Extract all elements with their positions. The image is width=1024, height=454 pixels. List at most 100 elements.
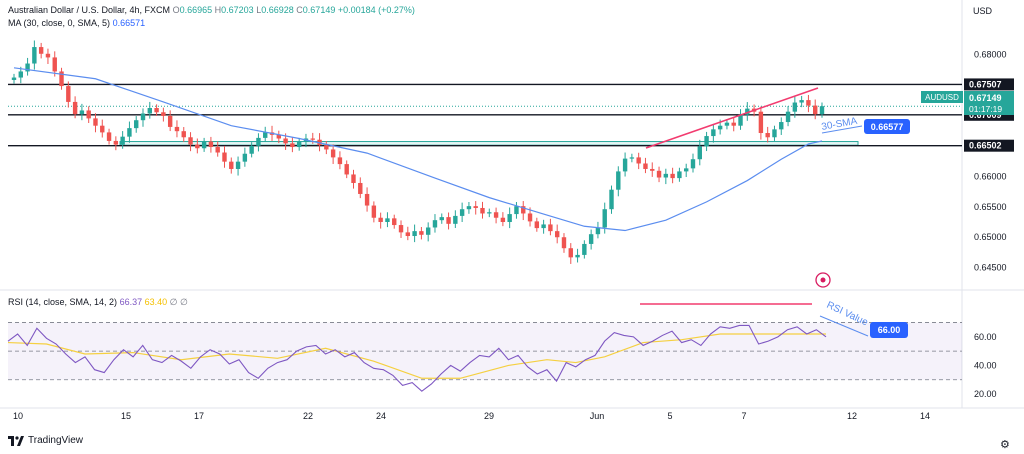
candle-body bbox=[785, 111, 791, 123]
candle-body bbox=[256, 137, 261, 146]
candle-body bbox=[432, 220, 438, 228]
candle-body bbox=[588, 234, 594, 244]
candle-body bbox=[717, 125, 723, 130]
time-tick-label: 17 bbox=[194, 411, 204, 421]
time-tick-label: 7 bbox=[741, 411, 746, 421]
candle-body bbox=[93, 118, 98, 126]
candle-body bbox=[779, 122, 784, 130]
candle-body bbox=[446, 217, 451, 224]
candle-body bbox=[554, 231, 560, 238]
candle-body bbox=[575, 254, 580, 258]
candle-body bbox=[507, 214, 512, 222]
candle-body bbox=[181, 131, 186, 138]
candle-body bbox=[772, 129, 777, 138]
sma-30-line bbox=[13, 67, 823, 232]
rsi-legend-extra: ∅ ∅ bbox=[169, 297, 188, 307]
candle-body bbox=[385, 218, 390, 222]
candle-body bbox=[283, 138, 288, 144]
ma-legend[interactable]: MA (30, close, 0, SMA, 5) 0.66571 bbox=[8, 18, 145, 28]
candle-body bbox=[72, 101, 78, 115]
candle-body bbox=[358, 182, 363, 194]
candle-body bbox=[32, 47, 37, 64]
candle-body bbox=[731, 122, 736, 126]
economic-event-icon-dot bbox=[820, 277, 826, 283]
candle-body bbox=[561, 237, 567, 249]
time-tick-label: 12 bbox=[847, 411, 857, 421]
candle-body bbox=[684, 168, 689, 172]
close-value: 0.67149 bbox=[302, 5, 336, 15]
low-value: 0.66928 bbox=[261, 5, 294, 15]
symbol-badge bbox=[921, 91, 963, 103]
candle-body bbox=[799, 100, 804, 103]
candle-body bbox=[140, 113, 146, 121]
candle-body bbox=[690, 159, 696, 169]
candle-body bbox=[629, 157, 635, 159]
candle-body bbox=[568, 248, 573, 258]
candle-body bbox=[582, 243, 587, 255]
sma-arrow bbox=[821, 125, 863, 134]
candle-body bbox=[738, 114, 743, 126]
candle-body bbox=[819, 106, 825, 115]
rsi-value-badge bbox=[870, 322, 908, 338]
time-tick-label: 24 bbox=[376, 411, 386, 421]
candle-body bbox=[167, 115, 173, 127]
candle-body bbox=[765, 133, 770, 138]
candle-body bbox=[425, 227, 431, 235]
candle-body bbox=[670, 173, 675, 179]
rsi-ma-legend-value: 63.40 bbox=[144, 297, 168, 307]
candle-body bbox=[161, 112, 166, 116]
candle-body bbox=[100, 125, 105, 133]
candle-body bbox=[249, 145, 254, 154]
support-zone bbox=[119, 141, 859, 146]
candle-body bbox=[147, 108, 152, 114]
candle-body bbox=[263, 132, 268, 138]
candle-body bbox=[330, 149, 336, 158]
candle-body bbox=[45, 53, 51, 58]
candle-body bbox=[201, 141, 207, 149]
price-tick-label: 0.65500 bbox=[974, 202, 1007, 212]
candle-body bbox=[514, 206, 519, 215]
candle-body bbox=[18, 71, 23, 78]
candle-body bbox=[392, 218, 397, 226]
candle-body bbox=[405, 232, 411, 237]
candle-body bbox=[378, 217, 383, 222]
candle-body bbox=[697, 146, 702, 160]
candle-body bbox=[500, 217, 506, 222]
price-level-badge bbox=[964, 139, 1014, 152]
candle-body bbox=[11, 77, 17, 80]
rsi-tick-label: 20.00 bbox=[974, 389, 997, 399]
candle-body bbox=[473, 206, 478, 208]
candle-body bbox=[480, 207, 485, 214]
candle-body bbox=[229, 161, 234, 169]
candle-body bbox=[711, 129, 716, 137]
candle-body bbox=[344, 164, 349, 175]
brand-name: TradingView bbox=[28, 435, 84, 446]
candle-body bbox=[351, 174, 356, 183]
candle-body bbox=[459, 209, 465, 216]
candle-body bbox=[595, 227, 601, 235]
symbol-title: Australian Dollar / U.S. Dollar, 4h, FXC… bbox=[8, 5, 171, 15]
candle-body bbox=[792, 102, 798, 112]
rsi-line bbox=[7, 324, 827, 392]
candle-body bbox=[622, 158, 628, 172]
time-tick-label: 14 bbox=[920, 411, 930, 421]
rsi-value-label: 66.00 bbox=[878, 325, 901, 335]
candle-body bbox=[66, 86, 71, 102]
candle-body bbox=[59, 71, 64, 87]
candle-body bbox=[602, 209, 607, 228]
gear-icon[interactable]: ⚙ bbox=[1000, 439, 1010, 451]
candle-body bbox=[398, 225, 404, 233]
time-tick-label: Jun bbox=[590, 411, 605, 421]
candle-body bbox=[663, 173, 669, 178]
tradingview-logo[interactable]: TradingView bbox=[8, 435, 83, 446]
candle-body bbox=[677, 171, 682, 179]
ma-legend-value: 0.66571 bbox=[112, 18, 146, 28]
change-value: +0.00184 (+0.27%) bbox=[337, 5, 415, 15]
price-tick-label: 0.64500 bbox=[974, 263, 1007, 273]
rsi-legend[interactable]: RSI (14, close, SMA, 14, 2) 66.37 63.40 … bbox=[8, 297, 188, 308]
candle-body bbox=[324, 145, 329, 150]
candle-body bbox=[296, 141, 302, 148]
countdown-timer: 01:17:19 bbox=[969, 104, 1002, 114]
rsi-tick-label: 40.00 bbox=[974, 360, 997, 370]
